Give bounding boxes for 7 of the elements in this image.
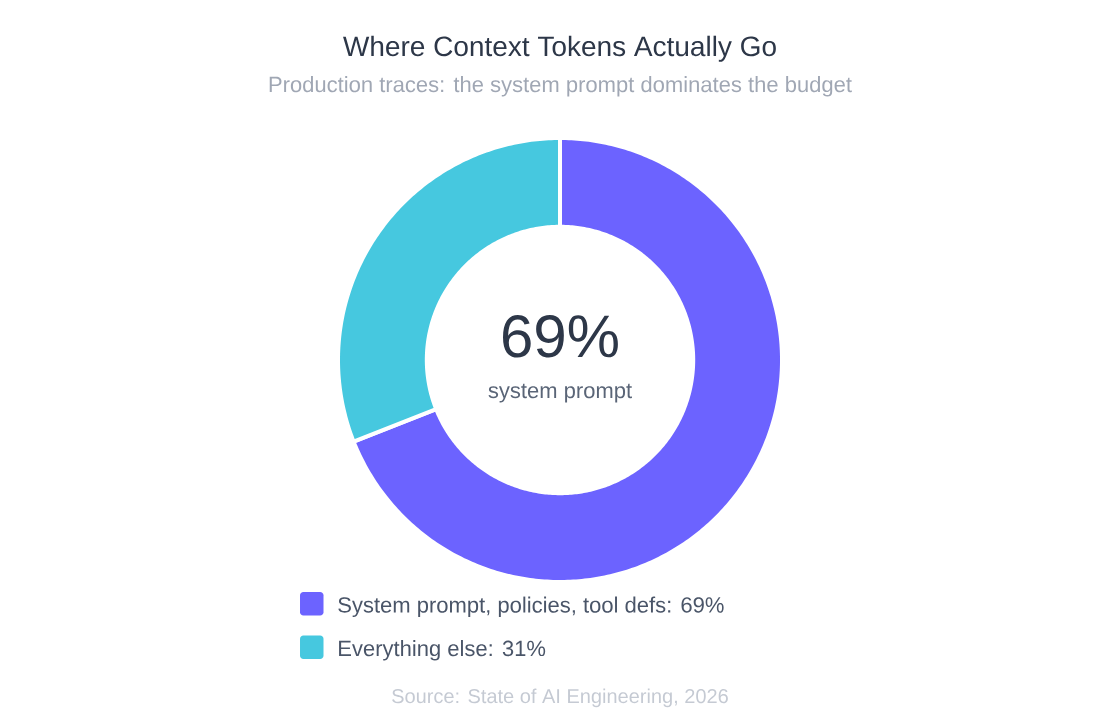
text: system prompt <box>488 383 632 403</box>
legend-label: System prompt, policies, tool defs: 69% <box>338 596 724 618</box>
text: 69% <box>503 315 618 358</box>
chart-subtitle: Production traces: the system prompt dominates the budget <box>269 76 852 97</box>
chart-title: Where Context Tokens Actually Go <box>343 35 776 62</box>
legend-label: Everything else: 31% <box>339 640 546 661</box>
source-note: Source: State of AI Engineering, 2026 <box>392 688 728 708</box>
